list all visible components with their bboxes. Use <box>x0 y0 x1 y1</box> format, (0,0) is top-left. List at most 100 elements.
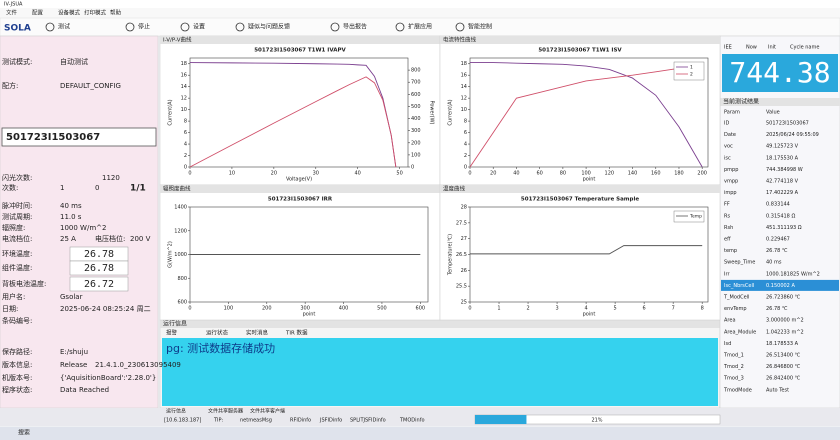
legend <box>673 61 705 81</box>
y-tick-label: 12 <box>461 96 467 102</box>
field-label: 用户名: <box>2 292 25 301</box>
param-value: 3.000000 m^2 <box>766 318 804 324</box>
y-tick-label: 18 <box>461 61 467 67</box>
toolbar-button[interactable]: 智能控制 <box>468 23 492 31</box>
legend-label: 2 <box>690 72 693 78</box>
info-tab[interactable]: 实时消息 <box>246 329 269 337</box>
param-name: Sweep_Time <box>724 260 755 266</box>
field-label: 测试周期: <box>2 212 32 221</box>
field-label: 电流档位: <box>2 234 32 243</box>
chart-title: 501723I1503067 T1W1 ISV <box>538 48 622 54</box>
field-label: 测试模式: <box>2 57 32 66</box>
param-value: 451.311193 Ω <box>766 225 802 231</box>
x-tick-label: 400 <box>339 306 349 312</box>
toolbar-button[interactable]: 设置 <box>193 23 205 31</box>
y-tick-label: 1200 <box>174 228 187 234</box>
menu-item[interactable]: 打印模式 <box>84 9 107 17</box>
x-tick-label: 200 <box>262 306 272 312</box>
y-tick-label: 1400 <box>174 205 187 211</box>
param-name: Rsh <box>724 225 733 231</box>
y-tick-label: 14 <box>461 84 467 90</box>
button-icon[interactable] <box>45 22 55 32</box>
status-tab[interactable]: 文件共享客户端 <box>250 408 285 415</box>
status-tab[interactable]: 运行信息 <box>166 408 186 415</box>
param-name: Isc_NbrsCell <box>724 283 754 289</box>
param-name: eff <box>724 237 731 243</box>
info-tab[interactable]: 报警 <box>166 329 178 337</box>
field-label: 背板电池温度: <box>2 279 46 288</box>
button-icon[interactable] <box>455 22 465 32</box>
x-tick-label: 60 <box>536 171 542 177</box>
toolbar-button[interactable]: 停止 <box>138 23 150 31</box>
field-label: 机版本号: <box>2 373 32 382</box>
y-tick-label: 6 <box>464 130 467 136</box>
button-icon[interactable] <box>235 22 245 32</box>
menu-item[interactable]: 文件 <box>6 9 18 17</box>
panel-title: I-V/P-V曲线 <box>163 36 192 44</box>
toolbar-button[interactable]: 疑似与问题反馈 <box>248 23 290 31</box>
field-value: 40 ms <box>60 202 82 210</box>
x-tick-label: 3 <box>555 306 558 312</box>
param-value: 49.125723 V <box>766 144 799 150</box>
button-icon[interactable] <box>395 22 405 32</box>
field-label: 辐照度: <box>2 223 25 232</box>
param-name: TmodMode <box>723 387 752 393</box>
x-tick-label: 2 <box>526 306 529 312</box>
progress-label: 21% <box>591 418 602 424</box>
field-value: DEFAULT_CONFIG <box>60 82 121 90</box>
param-value: 26.846800 ℃ <box>766 364 801 370</box>
x-axis-label: point <box>303 312 316 318</box>
info-tab[interactable]: TIR 数据 <box>285 329 308 337</box>
field-value: 26.78 <box>84 249 114 260</box>
search[interactable]: 搜索 <box>18 429 30 437</box>
field-value: 26.72 <box>84 279 114 290</box>
param-value: 26.78 ℃ <box>766 248 788 254</box>
y-tick-label: 1000 <box>174 252 187 258</box>
field-label: 保存路径: <box>2 347 32 356</box>
status-item: TIP: <box>213 418 224 424</box>
message: pg: 测试数据存储成功 <box>166 341 275 355</box>
x-tick-label: 10 <box>229 171 235 177</box>
y2-tick-label: 500 <box>411 104 421 110</box>
x-tick-label: 40 <box>513 171 519 177</box>
field-label: 次数: <box>2 183 18 192</box>
button-icon[interactable] <box>125 22 135 32</box>
toolbar-button[interactable]: 测试 <box>58 23 70 31</box>
y-tick-label: 2 <box>184 153 187 159</box>
param-name: Date <box>724 132 736 138</box>
field-value: 0 <box>95 184 99 192</box>
logo: SOLA <box>4 24 31 34</box>
y-tick-label: 26 <box>461 268 467 274</box>
legend <box>673 210 705 223</box>
x-tick-label: 120 <box>605 171 615 177</box>
button-icon[interactable] <box>180 22 190 32</box>
y2-tick-label: 800 <box>411 68 421 74</box>
y2-axis-label: Power(W) <box>429 101 435 125</box>
value-box <box>69 260 129 276</box>
menu-item[interactable]: 帮助 <box>110 9 122 17</box>
x-tick-label: 140 <box>628 171 638 177</box>
menu-item[interactable]: 设备模式 <box>58 9 81 17</box>
x-axis-label: point <box>583 177 596 183</box>
x-tick-label: 1 <box>497 306 500 312</box>
y-tick-label: 25.5 <box>456 284 467 290</box>
toolbar-button[interactable]: 扩展应用 <box>408 23 432 31</box>
toolbar-button[interactable]: 导出报告 <box>343 23 367 31</box>
field-value: Release <box>60 361 87 369</box>
x-tick-label: 300 <box>300 306 310 312</box>
x-tick-label: 7 <box>672 306 675 312</box>
param-name: isc <box>724 155 731 161</box>
field-label: 脉冲时间: <box>2 201 32 210</box>
button-icon[interactable] <box>330 22 340 32</box>
big-display-value: 744.38 <box>729 56 830 89</box>
status-tab[interactable]: 文件共享服务器 <box>208 408 243 415</box>
result-header <box>720 98 840 106</box>
param-value: 0.833144 <box>766 202 790 208</box>
param-name: temp <box>724 248 737 254</box>
field-value: 自动测试 <box>60 57 88 66</box>
y-tick-label: 8 <box>464 119 467 125</box>
info-tab[interactable]: 运行状态 <box>206 329 229 337</box>
menu-item[interactable]: 配置 <box>32 10 44 17</box>
param-value: 2025/06/24 09:55:09 <box>766 132 819 138</box>
